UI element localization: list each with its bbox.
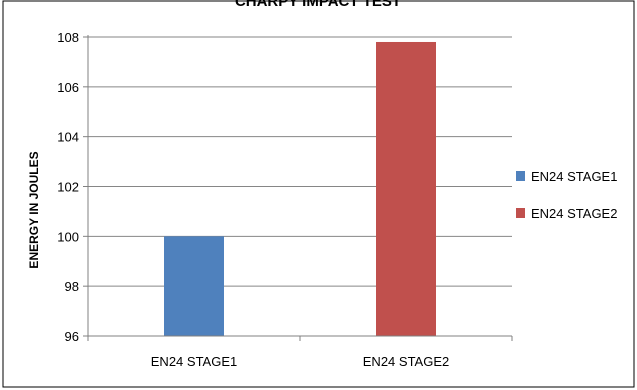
legend-label: EN24 STAGE1 xyxy=(531,169,617,184)
bars xyxy=(164,41,436,336)
legend-label: EN24 STAGE2 xyxy=(531,206,617,221)
legend-swatch xyxy=(516,208,525,218)
y-tick-label: 98 xyxy=(65,279,79,294)
y-tick-label: 96 xyxy=(65,329,79,344)
chart-title: CHARPY IMPACT TEST xyxy=(235,0,401,10)
y-tick-label: 100 xyxy=(57,229,79,244)
y-axis-ticks: 96 98 100 102 104 106 108 xyxy=(57,30,88,344)
y-axis-label: ENERGY IN JOULES xyxy=(27,151,41,268)
grid-lines xyxy=(88,36,512,287)
x-axis-ticks: EN24 STAGE1 EN24 STAGE2 xyxy=(87,336,513,369)
legend: EN24 STAGE1 EN24 STAGE2 xyxy=(516,169,617,221)
y-tick-label: 106 xyxy=(57,80,79,95)
x-tick-label: EN24 STAGE2 xyxy=(363,354,449,369)
x-tick-label: EN24 STAGE1 xyxy=(151,354,237,369)
bar xyxy=(164,236,224,336)
legend-swatch xyxy=(516,171,525,181)
bar xyxy=(376,41,436,336)
y-tick-label: 102 xyxy=(57,180,79,195)
y-tick-label: 104 xyxy=(57,130,79,145)
y-tick-label: 108 xyxy=(57,30,79,45)
